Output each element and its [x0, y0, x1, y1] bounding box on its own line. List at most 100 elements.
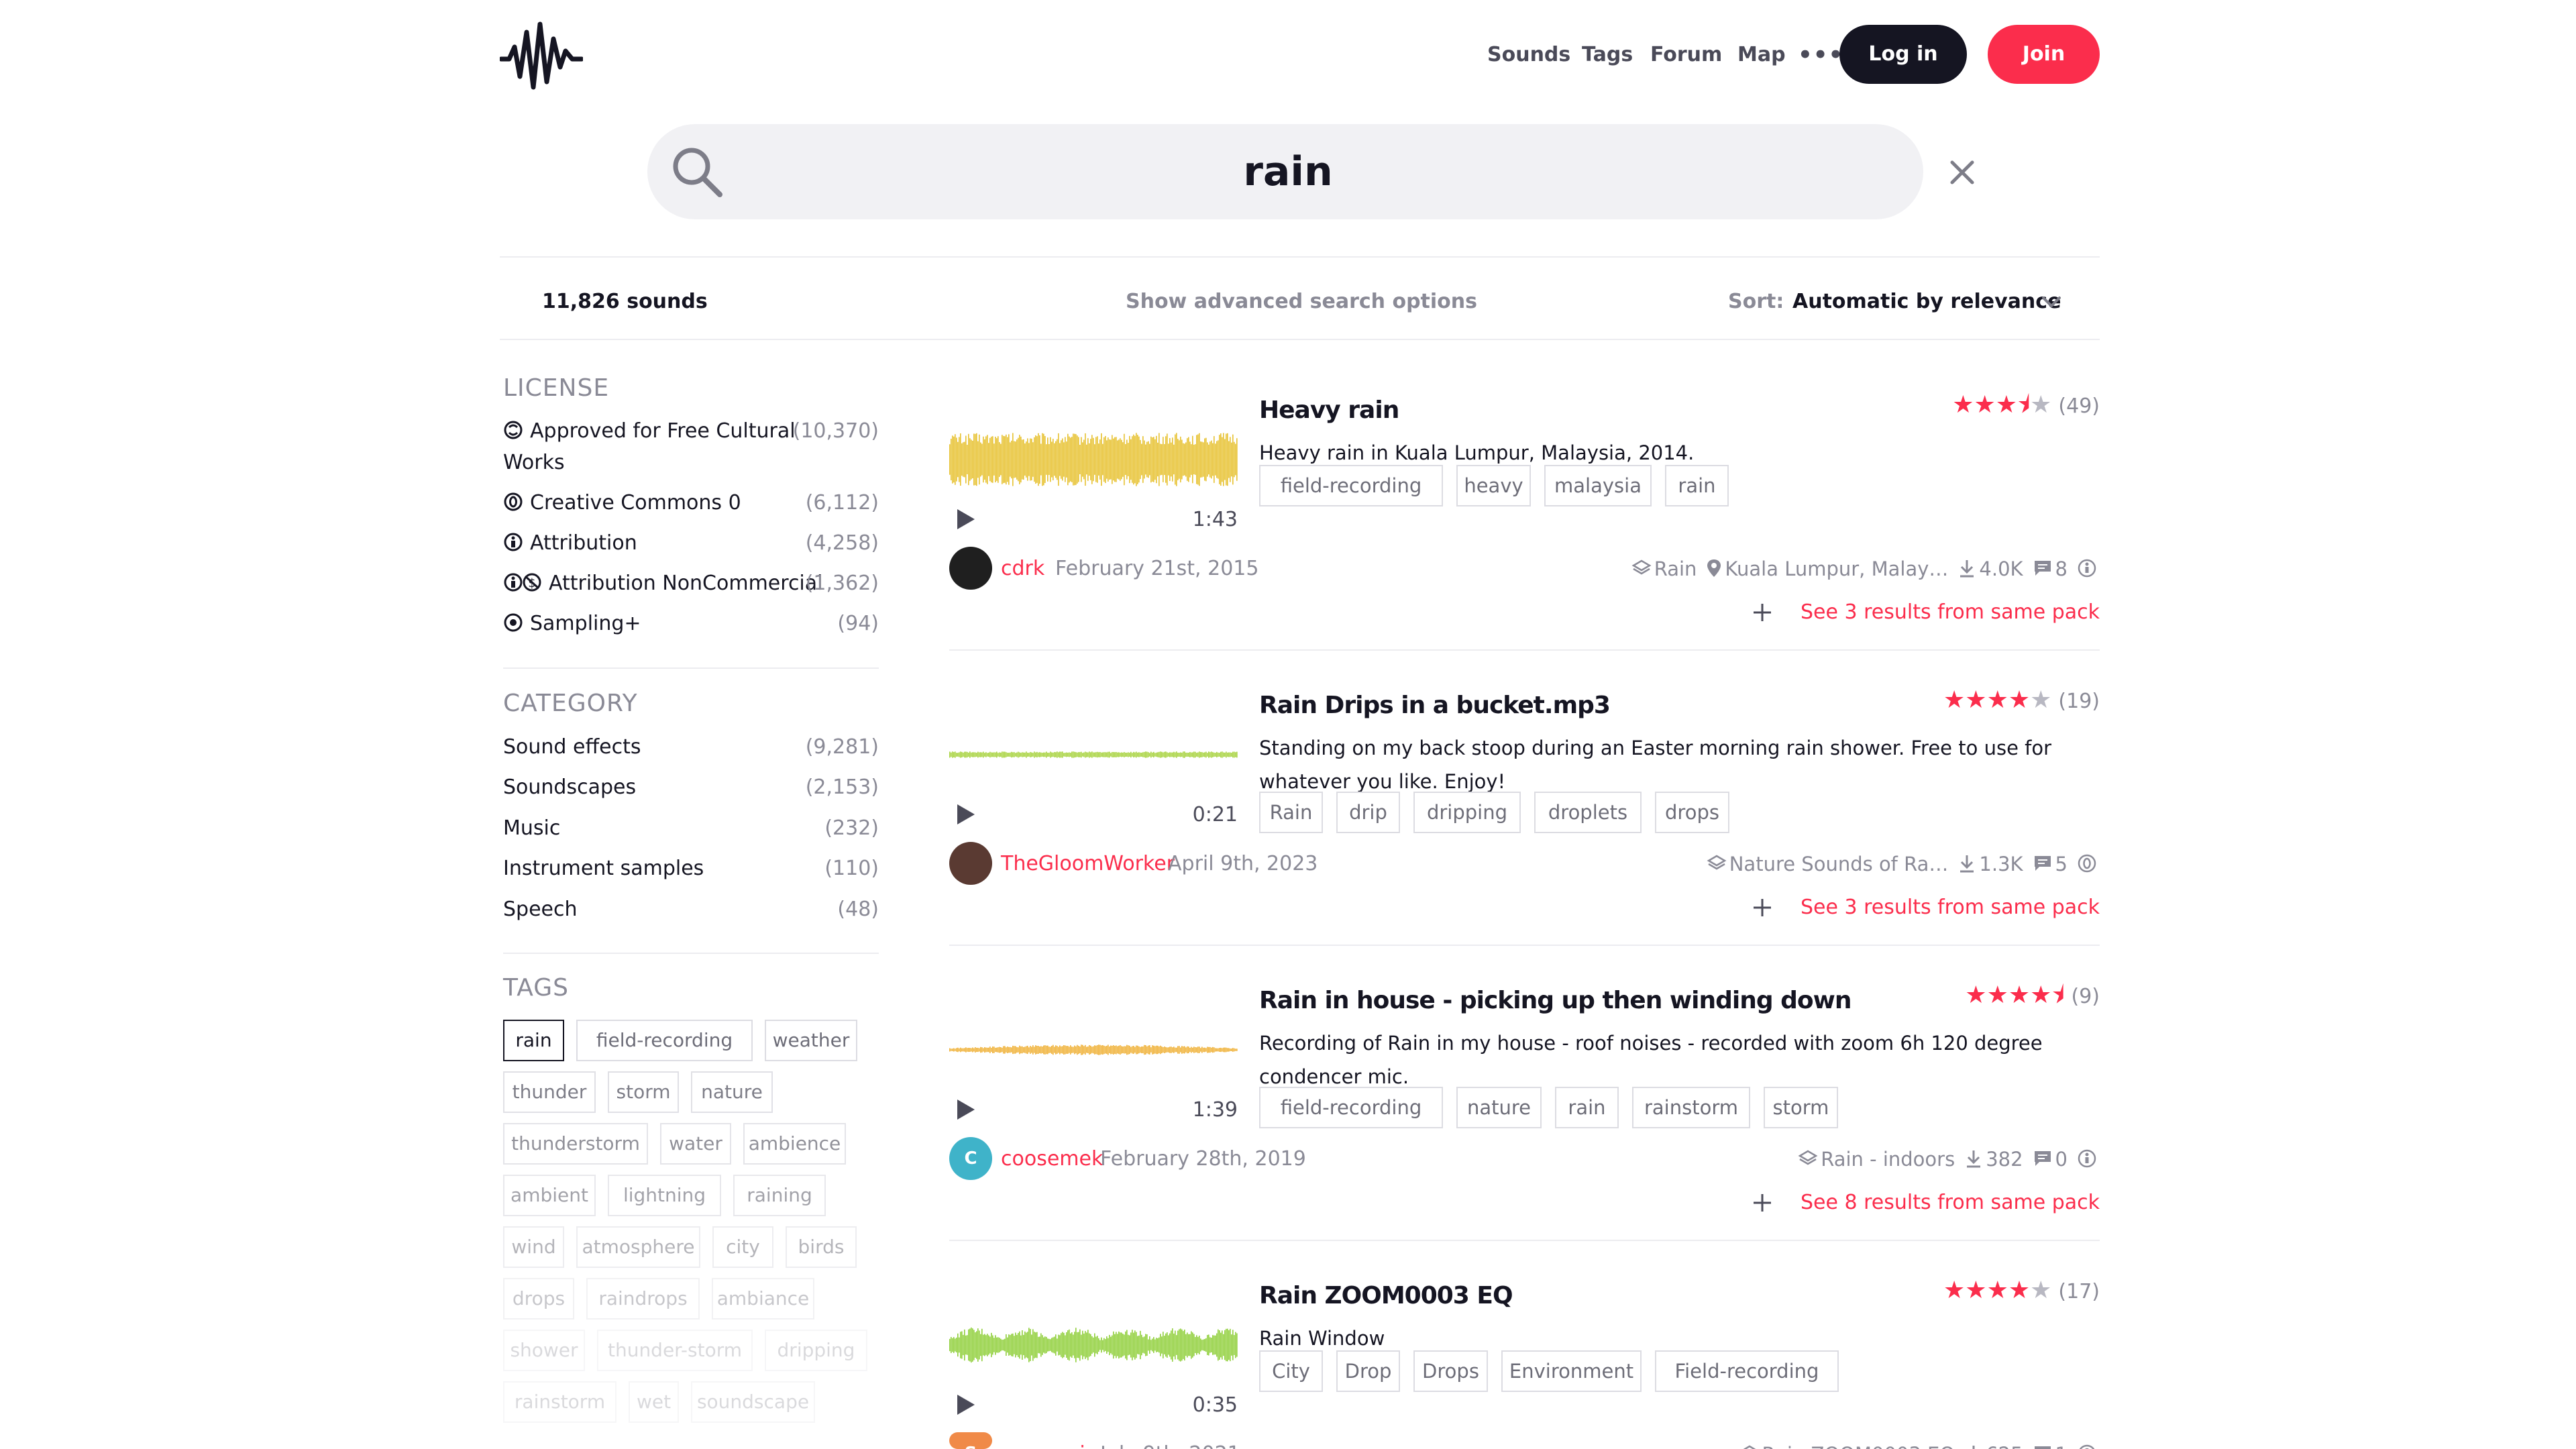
- tag-filter-chip[interactable]: nature: [691, 1071, 773, 1113]
- sound-tag[interactable]: City: [1259, 1350, 1323, 1392]
- avatar[interactable]: [949, 842, 992, 885]
- freesound-logo[interactable]: [500, 20, 583, 90]
- tag-filter-chip[interactable]: raindrops: [586, 1278, 700, 1320]
- pack-name-link[interactable]: Rain: [1654, 557, 1697, 580]
- more-menu-icon[interactable]: •••: [1798, 42, 1844, 68]
- rating-stars[interactable]: ★★★★★ (17): [1943, 1277, 2100, 1304]
- sound-tag[interactable]: Drop: [1336, 1350, 1400, 1392]
- sound-tag[interactable]: rain: [1555, 1087, 1619, 1128]
- username-link[interactable]: coosemek: [1001, 1147, 1104, 1171]
- tag-filter-chip[interactable]: drops: [503, 1278, 574, 1320]
- search-bar[interactable]: [647, 124, 1923, 219]
- tag-filter-chip[interactable]: ambience: [743, 1123, 846, 1165]
- sound-tag[interactable]: field-recording: [1259, 465, 1443, 506]
- attribution-icon[interactable]: [2077, 558, 2097, 578]
- same-pack-link[interactable]: See 8 results from same pack: [1800, 1191, 2100, 1214]
- tag-filter-chip[interactable]: city: [712, 1226, 773, 1268]
- plus-icon[interactable]: [1751, 896, 1774, 919]
- plus-icon[interactable]: [1751, 601, 1774, 624]
- geotag-link[interactable]: Kuala Lumpur, Malay…: [1725, 557, 1949, 580]
- sound-tag[interactable]: rain: [1665, 465, 1729, 506]
- category-filter[interactable]: Sound effects (9,281): [503, 733, 879, 762]
- license-filter-free-culture[interactable]: Approved for Free Cultural (10,370): [503, 417, 879, 446]
- play-icon[interactable]: [956, 803, 976, 826]
- sound-tag[interactable]: heavy: [1456, 465, 1531, 506]
- tag-filter-chip[interactable]: thunder: [503, 1071, 596, 1113]
- search-input[interactable]: rain: [1243, 148, 1333, 195]
- tag-filter-chip[interactable]: ambient: [503, 1175, 596, 1216]
- category-filter[interactable]: Speech (48): [503, 895, 879, 924]
- license-filter-attribution[interactable]: Attribution (4,258): [503, 529, 879, 558]
- tag-filter-chip[interactable]: weather: [765, 1020, 857, 1061]
- tag-filter-chip[interactable]: lightning: [608, 1175, 721, 1216]
- pack-name-link[interactable]: Rain - indoors: [1821, 1148, 1955, 1171]
- login-button[interactable]: Log in: [1839, 25, 1967, 84]
- play-icon[interactable]: [956, 1393, 976, 1416]
- tag-filter-chip[interactable]: atmosphere: [576, 1226, 700, 1268]
- play-icon[interactable]: [956, 1098, 976, 1121]
- sound-tag[interactable]: drops: [1655, 792, 1729, 833]
- tag-filter-chip[interactable]: rain: [503, 1020, 564, 1061]
- waveform[interactable]: [949, 1281, 1238, 1409]
- advanced-search-toggle[interactable]: Show advanced search options: [1125, 290, 1478, 313]
- sound-tag[interactable]: storm: [1764, 1087, 1838, 1128]
- nav-sounds[interactable]: Sounds: [1487, 43, 1571, 66]
- nav-forum[interactable]: Forum: [1650, 43, 1723, 66]
- avatar[interactable]: S: [949, 1432, 992, 1449]
- same-pack-link[interactable]: See 3 results from same pack: [1800, 600, 2100, 624]
- sound-tag[interactable]: Environment: [1501, 1350, 1642, 1392]
- tag-filter-chip[interactable]: thunder-storm: [597, 1330, 753, 1371]
- clear-search-icon[interactable]: [1945, 156, 1979, 189]
- sound-title-link[interactable]: Heavy rain: [1259, 396, 1399, 424]
- tag-filter-chip[interactable]: ambiance: [712, 1278, 814, 1320]
- sort-select[interactable]: Automatic by relevance: [1792, 290, 2061, 313]
- avatar[interactable]: [949, 547, 992, 590]
- rating-stars[interactable]: ★★★★★ (19): [1943, 687, 2100, 714]
- sound-tag[interactable]: droplets: [1534, 792, 1642, 833]
- sound-tag[interactable]: field-recording: [1259, 1087, 1443, 1128]
- username-link[interactable]: TheGloomWorker: [1001, 852, 1175, 875]
- tag-filter-chip[interactable]: storm: [608, 1071, 679, 1113]
- tag-filter-chip[interactable]: dripping: [765, 1330, 867, 1371]
- attribution-icon[interactable]: [2077, 1148, 2097, 1169]
- nav-tags[interactable]: Tags: [1582, 43, 1633, 66]
- tag-filter-chip[interactable]: birds: [786, 1226, 857, 1268]
- license-filter-noncommercial[interactable]: $ Attribution NonCommercial (1,362): [503, 569, 879, 598]
- sound-tag[interactable]: nature: [1456, 1087, 1542, 1128]
- sound-title-link[interactable]: Rain in house - picking up then winding …: [1259, 987, 1852, 1014]
- same-pack-link[interactable]: See 3 results from same pack: [1800, 896, 2100, 919]
- tag-filter-chip[interactable]: raining: [733, 1175, 826, 1216]
- pack-name-link[interactable]: Rain ZOOM0003 EQ: [1762, 1443, 1955, 1449]
- sound-tag[interactable]: Drops: [1413, 1350, 1488, 1392]
- license-filter-sampling[interactable]: Sampling+ (94): [503, 609, 879, 639]
- tag-filter-chip[interactable]: wet: [629, 1381, 679, 1423]
- sound-tag[interactable]: Field-recording: [1655, 1350, 1839, 1392]
- sound-title-link[interactable]: Rain ZOOM0003 EQ: [1259, 1282, 1513, 1309]
- waveform[interactable]: [949, 396, 1238, 523]
- play-icon[interactable]: [956, 508, 976, 531]
- pack-name-link[interactable]: Nature Sounds of Ra…: [1729, 853, 1949, 875]
- cc0-icon[interactable]: [2077, 1444, 2097, 1449]
- tag-filter-chip[interactable]: water: [660, 1123, 731, 1165]
- tag-filter-chip[interactable]: field-recording: [576, 1020, 753, 1061]
- join-button[interactable]: Join: [1988, 25, 2100, 84]
- sound-tag[interactable]: malaysia: [1544, 465, 1652, 506]
- tag-filter-chip[interactable]: soundscape: [691, 1381, 815, 1423]
- sound-title-link[interactable]: Rain Drips in a bucket.mp3: [1259, 692, 1611, 719]
- cc0-icon[interactable]: [2077, 853, 2097, 873]
- sound-tag[interactable]: dripping: [1413, 792, 1521, 833]
- plus-icon[interactable]: [1751, 1191, 1774, 1214]
- chevron-down-icon[interactable]: [2039, 290, 2063, 314]
- waveform[interactable]: [949, 986, 1238, 1114]
- waveform[interactable]: [949, 691, 1238, 818]
- sound-tag[interactable]: Rain: [1259, 792, 1323, 833]
- nav-map[interactable]: Map: [1737, 43, 1786, 66]
- category-filter[interactable]: Instrument samples (110): [503, 854, 879, 883]
- tag-filter-chip[interactable]: wind: [503, 1226, 564, 1268]
- license-filter-cc0[interactable]: Creative Commons 0 (6,112): [503, 488, 879, 518]
- category-filter[interactable]: Music (232): [503, 814, 879, 843]
- rating-stars[interactable]: ★★★⯨★ (49): [1952, 392, 2100, 419]
- sound-tag[interactable]: rainstorm: [1632, 1087, 1750, 1128]
- tag-filter-chip[interactable]: shower: [503, 1330, 585, 1371]
- tag-filter-chip[interactable]: thunderstorm: [503, 1123, 648, 1165]
